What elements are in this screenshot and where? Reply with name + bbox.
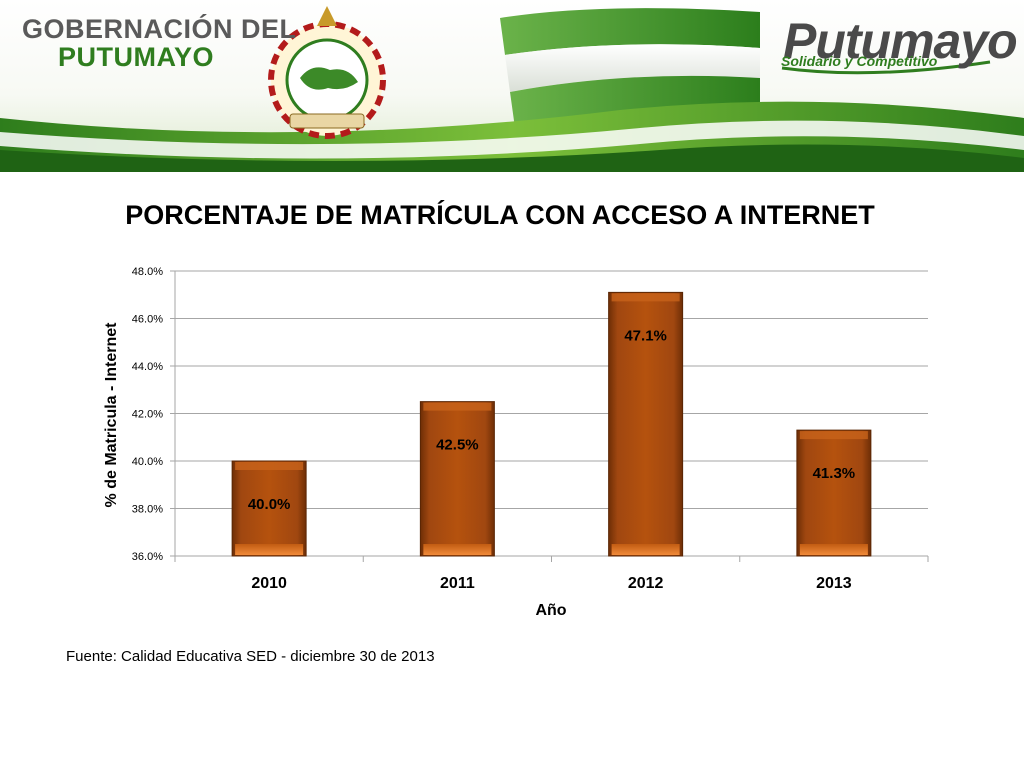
org-name-line1: GOBERNACIÓN DEL: [22, 14, 297, 44]
bar: [419, 401, 495, 557]
bar-bottom-bevel: [611, 544, 680, 555]
data-label: 40.0%: [248, 496, 291, 513]
bar-top-bevel: [235, 462, 304, 470]
y-tick-label: 36.0%: [132, 551, 163, 563]
bar-bottom-bevel: [799, 544, 868, 555]
bar-bottom-bevel: [423, 544, 492, 555]
bar-top-bevel: [423, 402, 492, 411]
bar-2013: [796, 429, 872, 557]
y-axis-ticks: 36.0% 38.0% 40.0% 42.0% 44.0% 46.0% 48.0%: [132, 266, 163, 563]
y-tick-label: 40.0%: [132, 456, 163, 468]
y-tick-label: 44.0%: [132, 361, 163, 373]
y-tick-label: 46.0%: [132, 314, 163, 326]
y-tick-label: 48.0%: [132, 266, 163, 278]
bars: [231, 291, 872, 557]
data-labels: 40.0% 42.5% 47.1% 41.3%: [248, 327, 855, 513]
header-banner: GOBERNACIÓN DEL PUTUMAYO Putumayo Solida…: [0, 0, 1024, 172]
x-tick-label: 2012: [628, 575, 664, 592]
banner-background-graphic: [0, 6, 1024, 172]
bar-2010: [231, 460, 307, 557]
bar: [231, 460, 307, 557]
brand-tagline: Solidario y Competitivo: [781, 53, 938, 69]
emblem-icon: [268, 6, 386, 139]
x-axis-ticks: 2010 2011 2012 2013: [174, 556, 929, 592]
y-axis-label: % de Matricula - Internet: [103, 322, 120, 508]
x-axis-label: Año: [535, 602, 567, 619]
y-tick-label: 42.0%: [132, 409, 163, 421]
x-tick-label: 2011: [440, 575, 475, 592]
data-label: 41.3%: [813, 465, 856, 482]
x-tick-label: 2010: [251, 575, 287, 592]
org-name-line2: PUTUMAYO: [58, 42, 215, 72]
brand-logo-text: Putumayo: [783, 13, 1018, 69]
bar-2011: [419, 401, 495, 557]
y-tick-label: 38.0%: [132, 504, 163, 516]
gridlines: [170, 270, 928, 557]
x-tick-label: 2013: [816, 575, 852, 592]
data-label: 47.1%: [624, 327, 667, 344]
bar-bottom-bevel: [235, 544, 304, 555]
source-note: Fuente: Calidad Educativa SED - diciembr…: [66, 648, 435, 665]
bar-top-bevel: [799, 431, 868, 440]
bar: [796, 429, 872, 557]
data-label: 42.5%: [436, 437, 479, 454]
bar: [608, 291, 684, 557]
bar-2012: [608, 291, 684, 557]
bar-top-bevel: [611, 293, 680, 302]
chart-title: PORCENTAJE DE MATRÍCULA CON ACCESO A INT…: [125, 200, 875, 230]
